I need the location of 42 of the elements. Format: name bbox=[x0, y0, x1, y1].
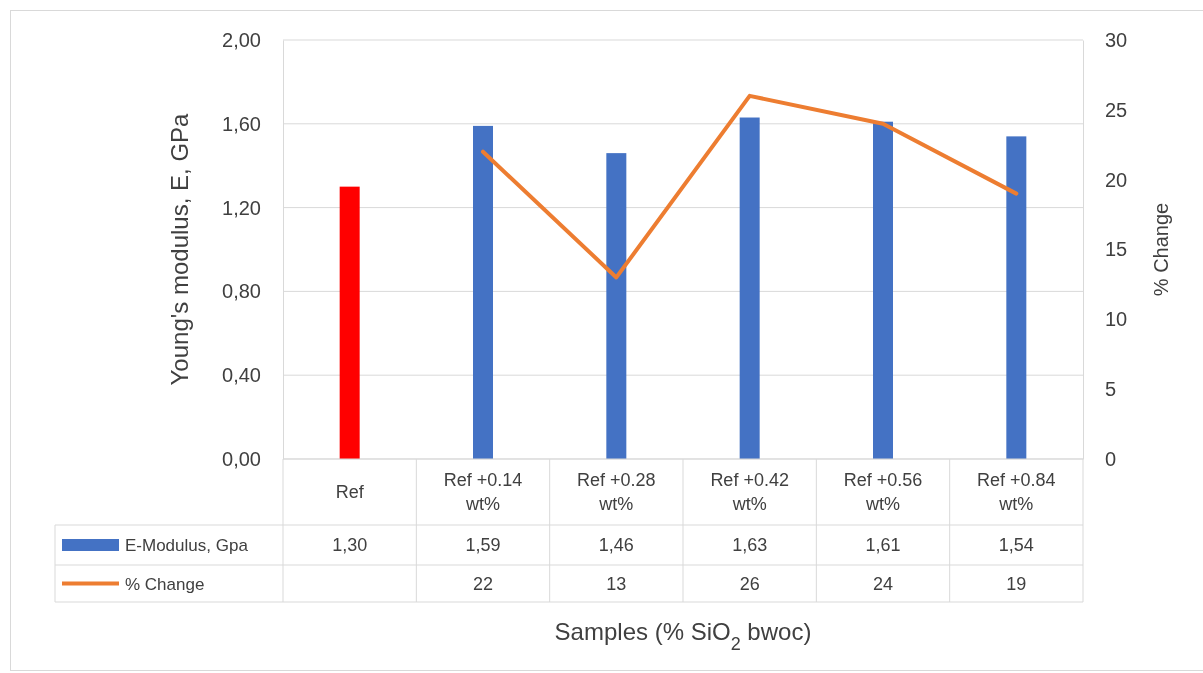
bar bbox=[339, 186, 360, 459]
bar bbox=[1006, 136, 1027, 459]
data-label: 1,54 bbox=[998, 535, 1034, 555]
data-label: 1,46 bbox=[598, 535, 634, 555]
y2-axis-title: % Change bbox=[1150, 202, 1172, 297]
y2-tick-label: 5 bbox=[1105, 378, 1117, 401]
y-axis-title: Young's modulus, E, GPa bbox=[166, 112, 193, 386]
legend-label: % Change bbox=[125, 574, 205, 594]
bar bbox=[606, 153, 627, 459]
y2-tick-label: 15 bbox=[1105, 238, 1128, 261]
y-tick-label: 0,80 bbox=[222, 280, 261, 303]
x-tick-label: Ref +0.14 wt% bbox=[443, 470, 523, 514]
y2-tick-label: 10 bbox=[1105, 308, 1128, 331]
bar bbox=[473, 125, 493, 459]
data-label: 1,63 bbox=[732, 535, 768, 555]
legend-label: E-Modulus, Gpa bbox=[125, 536, 249, 555]
data-label: 1,59 bbox=[465, 535, 501, 555]
y2-tick-label: 25 bbox=[1105, 98, 1128, 121]
y-tick-label: 0,40 bbox=[222, 364, 261, 387]
y-tick-label: 1,60 bbox=[222, 112, 261, 135]
data-label: 19 bbox=[1006, 573, 1027, 594]
data-label: 22 bbox=[472, 573, 494, 594]
x-tick-label: Ref +0.28 wt% bbox=[577, 470, 656, 514]
y2-tick-label: 30 bbox=[1105, 28, 1128, 51]
data-label: 26 bbox=[739, 573, 760, 594]
data-label: 1,61 bbox=[865, 535, 901, 555]
bar bbox=[873, 121, 893, 459]
y2-tick-label: 20 bbox=[1105, 168, 1128, 191]
data-label: 1,30 bbox=[332, 535, 368, 555]
x-tick-label: Ref +0.42 wt% bbox=[710, 470, 789, 514]
data-label: 13 bbox=[606, 573, 627, 594]
y-tick-label: 1,20 bbox=[222, 196, 261, 219]
y-tick-label: 2,00 bbox=[222, 28, 261, 51]
x-tick-label: Ref +0.84 wt% bbox=[977, 470, 1056, 514]
line-series bbox=[481, 93, 1019, 280]
data-label: 24 bbox=[872, 573, 894, 594]
bar bbox=[739, 117, 760, 459]
x-axis-title: Samples (% SiO$_{2}$ bwoc) bbox=[554, 618, 812, 654]
y-tick-label: 0,00 bbox=[222, 447, 261, 470]
x-tick-label: Ref +0.56 wt% bbox=[843, 470, 923, 514]
y2-tick-label: 0 bbox=[1105, 447, 1117, 470]
x-tick-label: Ref bbox=[335, 482, 365, 502]
